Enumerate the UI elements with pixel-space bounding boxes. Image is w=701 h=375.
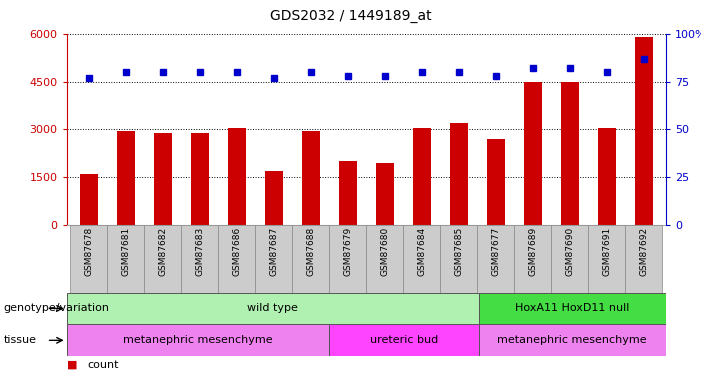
Text: GSM87692: GSM87692 [639,227,648,276]
Bar [116,131,135,225]
Text: genotype/variation: genotype/variation [4,303,109,313]
Text: GSM87690: GSM87690 [565,227,574,276]
Text: GSM87677: GSM87677 [491,227,501,276]
Text: HoxA11 HoxD11 null: HoxA11 HoxD11 null [515,303,629,313]
Text: GSM87681: GSM87681 [121,227,130,276]
Text: ■: ■ [67,360,77,370]
Bar [625,225,662,292]
Bar [403,225,440,292]
Text: GSM87680: GSM87680 [380,227,389,276]
Bar [479,292,666,324]
Bar [440,225,477,292]
Text: GSM87679: GSM87679 [343,227,353,276]
Bar [551,225,588,292]
Bar [144,225,182,292]
Text: tissue: tissue [4,335,36,345]
Bar [218,225,255,292]
Text: GSM87684: GSM87684 [417,227,426,276]
Text: GSM87683: GSM87683 [196,227,204,276]
Text: metanephric mesenchyme: metanephric mesenchyme [123,335,273,345]
Bar [561,82,579,225]
Bar [329,225,366,292]
Bar [255,225,292,292]
Text: ureteric bud: ureteric bud [369,335,438,345]
Bar [486,139,505,225]
Bar [412,128,431,225]
Text: count: count [88,360,119,370]
Bar [524,82,542,225]
Text: GSM87687: GSM87687 [269,227,278,276]
Bar [79,174,98,225]
Bar [376,163,394,225]
Bar [479,324,666,356]
Bar [366,225,403,292]
Bar [191,133,209,225]
Bar [515,225,551,292]
Bar [329,324,479,356]
Text: GSM87682: GSM87682 [158,227,168,276]
Bar [228,128,246,225]
Text: GSM87688: GSM87688 [306,227,315,276]
Bar [301,131,320,225]
Bar [182,225,218,292]
Text: GDS2032 / 1449189_at: GDS2032 / 1449189_at [270,9,431,23]
Text: metanephric mesenchyme: metanephric mesenchyme [498,335,647,345]
Text: GSM87678: GSM87678 [84,227,93,276]
Bar [588,225,625,292]
Text: GSM87689: GSM87689 [529,227,537,276]
Bar [70,225,107,292]
Text: GSM87686: GSM87686 [232,227,241,276]
Bar [477,225,515,292]
Bar [107,225,144,292]
Bar [154,133,172,225]
Bar [597,128,616,225]
Bar [634,37,653,225]
Text: wild type: wild type [247,303,298,313]
Bar [339,161,357,225]
Bar [449,123,468,225]
Text: GSM87691: GSM87691 [602,227,611,276]
Bar [67,324,329,356]
Bar [67,292,479,324]
Bar [264,171,283,225]
Bar [292,225,329,292]
Text: GSM87685: GSM87685 [454,227,463,276]
